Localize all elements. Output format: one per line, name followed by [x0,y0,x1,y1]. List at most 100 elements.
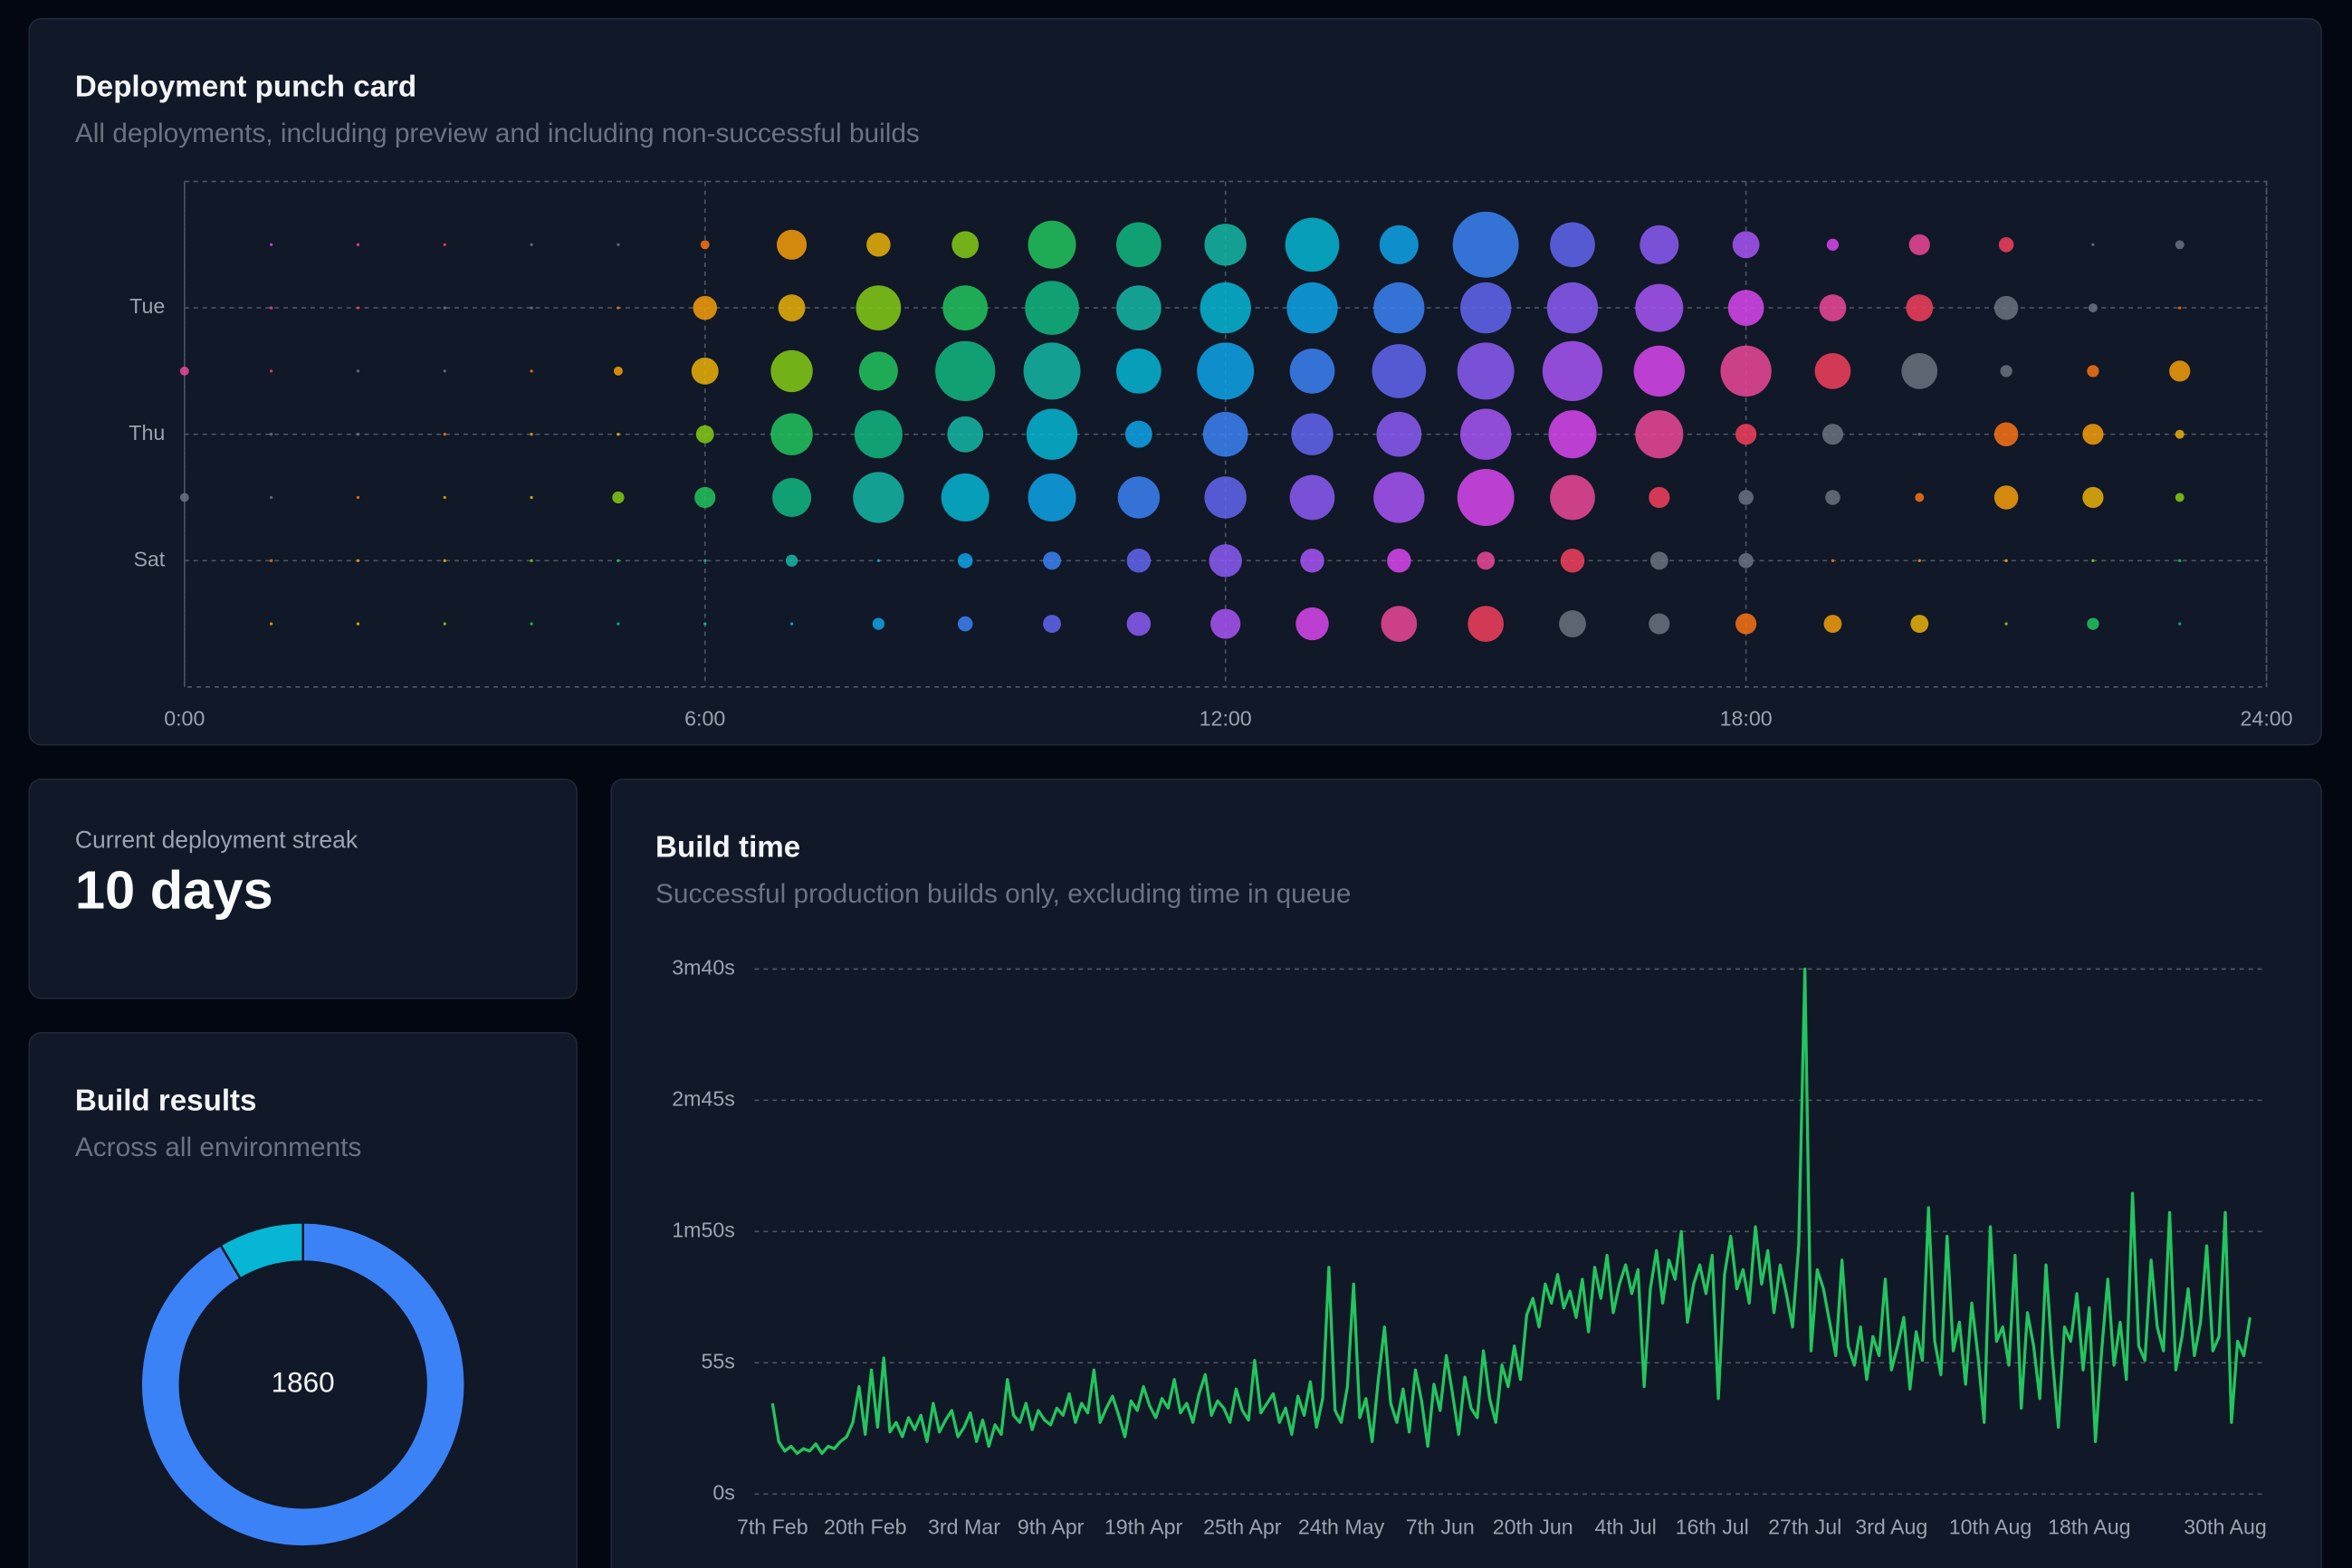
bubble [269,306,273,310]
bubble [2169,360,2191,382]
bubble [1023,342,1081,400]
bubble [1373,282,1425,334]
bubble [1459,408,1512,460]
bubble [703,622,707,626]
bubble [1548,410,1597,459]
bubble [957,553,973,569]
bubble [1459,282,1512,334]
bubble [1028,473,1076,522]
bubble [1735,424,1757,445]
bubble [2082,486,2104,509]
x-tick-label: 30th Aug [2184,1515,2267,1539]
bubble [1821,424,1844,445]
bubble [1043,615,1061,634]
y-tick-label: 1m50s [672,1218,735,1241]
bubble [2004,622,2008,626]
bubble [1381,606,1418,642]
y-tick-label: Tue [129,294,165,318]
bubble [1116,349,1162,394]
bubble [1814,353,1851,389]
x-tick-label: 0:00 [164,706,205,730]
x-tick-label: 18:00 [1720,706,1773,730]
bubble [1542,340,1603,402]
bubble [1387,549,1411,573]
bubble [1204,224,1247,266]
bubble [1825,490,1840,505]
bubble [617,433,620,436]
bubble [356,306,360,310]
bubble [789,622,794,626]
bubble [1649,486,1670,509]
bubble [1720,345,1772,397]
panel-subtitle: Successful production builds only, exclu… [655,879,1351,909]
y-tick-label: 55s [701,1349,734,1372]
bubble [1901,353,1938,389]
x-tick-label: 4th Jul [1594,1515,1656,1539]
bubble [179,366,189,376]
x-tick-label: 12:00 [1200,706,1252,730]
bubble [2088,303,2098,313]
bubble [1296,607,1329,641]
panel-title: Build time [655,831,800,865]
bubble [443,369,446,373]
x-tick-label: 20th Jun [1493,1515,1573,1539]
x-tick-label: 7th Feb [737,1515,808,1539]
bubble [2175,429,2185,439]
bubble [2004,559,2008,562]
bubble [2175,240,2185,250]
bubble [1823,615,1842,634]
bubble [443,559,446,562]
donut-chart [139,1221,466,1548]
bubble [613,366,623,376]
bubble [1550,222,1595,268]
bubble [866,233,891,257]
y-tick-label: 3m40s [672,956,735,980]
bubble [1379,225,1419,264]
bubble [1457,469,1515,526]
bubble [1376,411,1422,457]
bubble [1289,474,1335,521]
bubble [443,622,446,626]
bubble [1649,551,1668,570]
y-tick-label: Thu [129,421,165,445]
bubble [1560,549,1585,573]
bubble [443,306,446,310]
streak-panel [28,778,578,999]
bubble [269,369,273,373]
x-tick-label: 7th Jun [1406,1515,1475,1539]
bubble [530,559,533,562]
bubble [443,495,446,500]
bubble [179,492,189,502]
bubble [356,369,360,373]
x-tick-label: 24th May [1298,1515,1385,1539]
bubble [1116,285,1162,330]
bubble [1202,411,1248,457]
bubble [1372,344,1427,398]
bubble [2091,559,2095,562]
x-tick-label: 16th Jul [1676,1515,1749,1539]
bubble [1735,613,1757,635]
x-tick-label: 20th Feb [824,1515,907,1539]
bubble [1043,551,1061,570]
bubble [1209,544,1242,578]
bubble [942,285,989,330]
bubble [1649,613,1670,635]
panel-title: Deployment punch card [75,71,416,104]
donut-segment [139,1221,466,1548]
streak-value: 10 days [75,859,273,920]
bubble [1373,472,1425,523]
y-tick-label: 2m45s [672,1086,735,1110]
bubble [1993,485,2019,510]
bubble [1635,283,1684,332]
bubble [1550,474,1595,521]
x-tick-label: 25th Apr [1203,1515,1282,1539]
bubble [269,559,273,562]
bubble [776,229,808,260]
bubble [443,243,446,246]
bubble [443,433,446,436]
y-tick-label: 0s [712,1480,735,1504]
build-time-panel [610,778,2322,1568]
bubble [691,357,719,385]
bubble [1300,549,1324,573]
